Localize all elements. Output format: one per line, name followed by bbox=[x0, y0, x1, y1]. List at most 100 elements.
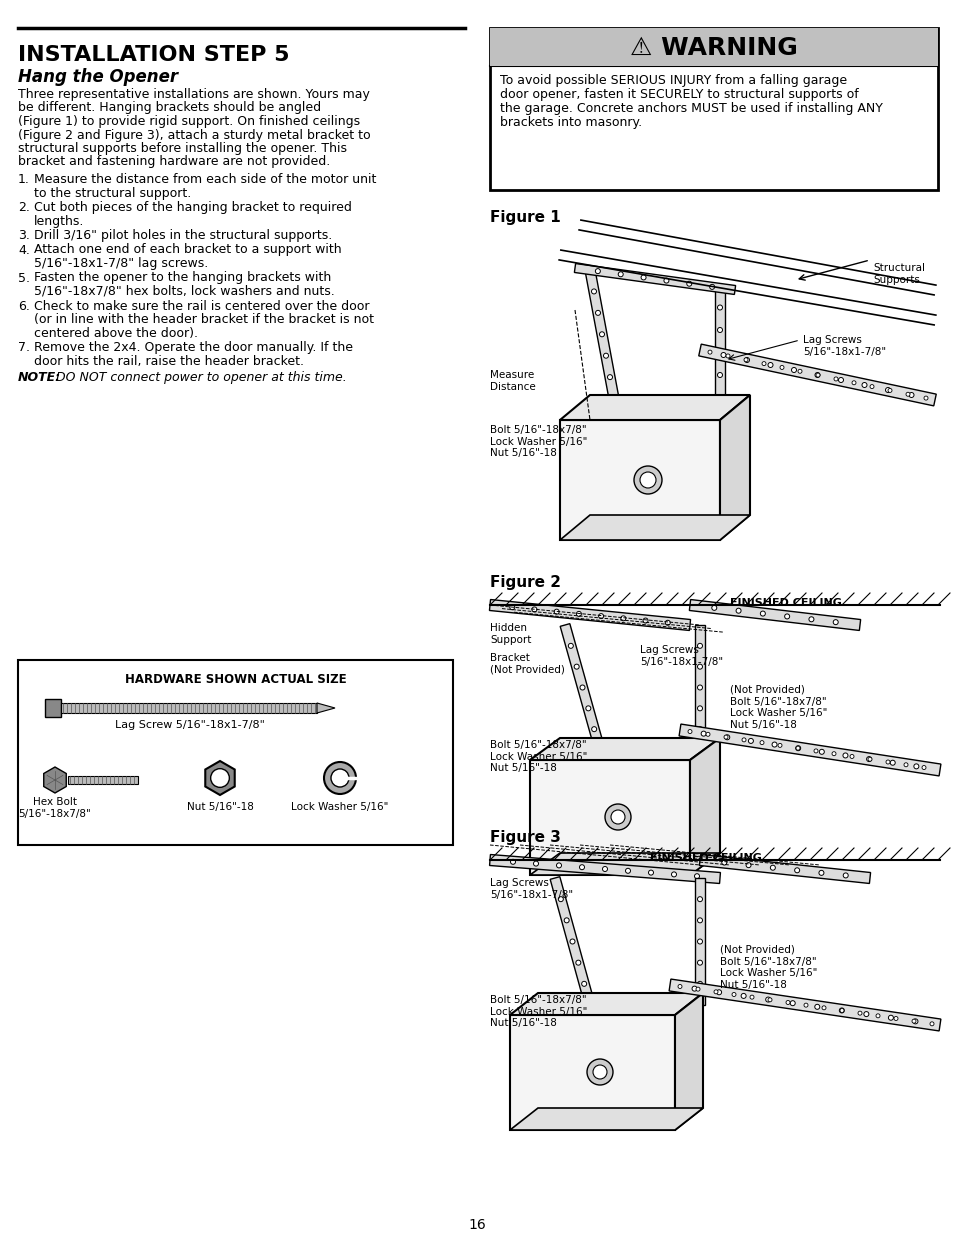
Bar bbox=[530, 760, 689, 876]
Circle shape bbox=[554, 609, 558, 614]
Polygon shape bbox=[720, 395, 749, 540]
Text: be different. Hanging brackets should be angled: be different. Hanging brackets should be… bbox=[18, 101, 321, 115]
Text: (Figure 1) to provide rigid support. On finished ceilings: (Figure 1) to provide rigid support. On … bbox=[18, 115, 359, 128]
Text: Hidden
Support: Hidden Support bbox=[490, 622, 531, 645]
Circle shape bbox=[808, 616, 813, 621]
Circle shape bbox=[620, 616, 625, 621]
Circle shape bbox=[724, 735, 729, 740]
Polygon shape bbox=[675, 993, 702, 1130]
Circle shape bbox=[697, 960, 701, 966]
Circle shape bbox=[576, 611, 580, 616]
Circle shape bbox=[533, 861, 537, 866]
Polygon shape bbox=[205, 761, 234, 795]
Text: NOTE:: NOTE: bbox=[18, 370, 61, 384]
Text: door opener, fasten it SECURELY to structural supports of: door opener, fasten it SECURELY to struc… bbox=[499, 88, 858, 101]
Circle shape bbox=[696, 987, 700, 992]
Circle shape bbox=[697, 918, 701, 923]
Circle shape bbox=[625, 868, 630, 873]
Text: Cut both pieces of the hanging bracket to required: Cut both pieces of the hanging bracket t… bbox=[34, 201, 352, 214]
Bar bbox=[45, 699, 61, 718]
Polygon shape bbox=[689, 739, 720, 876]
Text: to the structural support.: to the structural support. bbox=[34, 186, 191, 200]
Polygon shape bbox=[316, 703, 335, 713]
Circle shape bbox=[579, 685, 584, 690]
Text: (Figure 2 and Figure 3), attach a sturdy metal bracket to: (Figure 2 and Figure 3), attach a sturdy… bbox=[18, 128, 370, 142]
Circle shape bbox=[634, 466, 661, 494]
Circle shape bbox=[532, 606, 537, 613]
Polygon shape bbox=[695, 625, 704, 750]
Circle shape bbox=[839, 1008, 843, 1013]
Circle shape bbox=[556, 863, 561, 868]
Text: 3.: 3. bbox=[18, 228, 30, 242]
Circle shape bbox=[603, 353, 608, 358]
Text: 6.: 6. bbox=[18, 300, 30, 312]
Text: ⚠ WARNING: ⚠ WARNING bbox=[629, 36, 797, 61]
Text: Nut 5/16"-18: Nut 5/16"-18 bbox=[187, 802, 253, 811]
Circle shape bbox=[747, 739, 753, 743]
Circle shape bbox=[211, 768, 229, 788]
Polygon shape bbox=[489, 855, 720, 883]
Circle shape bbox=[780, 366, 783, 369]
Text: door hits the rail, raise the header bracket.: door hits the rail, raise the header bra… bbox=[34, 354, 304, 368]
Text: Remove the 2x4. Operate the door manually. If the: Remove the 2x4. Operate the door manuall… bbox=[34, 341, 353, 354]
Circle shape bbox=[591, 289, 596, 294]
Circle shape bbox=[687, 730, 691, 734]
Circle shape bbox=[889, 761, 894, 766]
Circle shape bbox=[842, 753, 847, 758]
Polygon shape bbox=[530, 739, 720, 760]
Polygon shape bbox=[510, 1108, 702, 1130]
Text: centered above the door).: centered above the door). bbox=[34, 326, 198, 340]
Bar bbox=[559, 420, 720, 540]
Text: 16: 16 bbox=[468, 1218, 485, 1233]
Circle shape bbox=[639, 472, 656, 488]
Circle shape bbox=[640, 275, 645, 280]
Bar bbox=[510, 1015, 675, 1130]
Circle shape bbox=[838, 378, 842, 383]
Text: Drill 3/16" pilot holes in the structural supports.: Drill 3/16" pilot holes in the structura… bbox=[34, 228, 332, 242]
Circle shape bbox=[569, 939, 575, 944]
Text: 5.: 5. bbox=[18, 272, 30, 284]
Text: 2.: 2. bbox=[18, 201, 30, 214]
Circle shape bbox=[865, 757, 871, 762]
Circle shape bbox=[700, 731, 705, 736]
Bar bbox=[68, 776, 138, 784]
Circle shape bbox=[794, 868, 799, 873]
Circle shape bbox=[849, 755, 853, 758]
Circle shape bbox=[717, 373, 721, 378]
Circle shape bbox=[767, 998, 771, 1002]
Circle shape bbox=[576, 960, 580, 966]
Polygon shape bbox=[559, 515, 749, 540]
Circle shape bbox=[887, 1015, 892, 1020]
Circle shape bbox=[678, 984, 681, 988]
Circle shape bbox=[783, 614, 789, 619]
Text: brackets into masonry.: brackets into masonry. bbox=[499, 116, 641, 128]
Text: Lag Screws
5/16"-18x1-7/8": Lag Screws 5/16"-18x1-7/8" bbox=[490, 878, 573, 899]
Circle shape bbox=[923, 396, 927, 400]
Circle shape bbox=[760, 611, 764, 616]
Circle shape bbox=[586, 1058, 613, 1086]
Circle shape bbox=[803, 1003, 807, 1008]
Text: the garage. Concrete anchors MUST be used if installing ANY: the garage. Concrete anchors MUST be use… bbox=[499, 103, 882, 115]
Circle shape bbox=[912, 1019, 917, 1024]
Text: To avoid possible SERIOUS INJURY from a falling garage: To avoid possible SERIOUS INJURY from a … bbox=[499, 74, 846, 86]
Circle shape bbox=[921, 766, 925, 769]
Circle shape bbox=[913, 764, 918, 769]
Circle shape bbox=[903, 763, 907, 767]
Text: FINISHED CEILING: FINISHED CEILING bbox=[649, 853, 761, 863]
Text: DO NOT connect power to opener at this time.: DO NOT connect power to opener at this t… bbox=[52, 370, 346, 384]
Text: 4.: 4. bbox=[18, 243, 30, 257]
Circle shape bbox=[697, 897, 701, 902]
Circle shape bbox=[819, 750, 823, 755]
Circle shape bbox=[595, 310, 599, 315]
Text: INSTALLATION STEP 5: INSTALLATION STEP 5 bbox=[18, 44, 289, 65]
Circle shape bbox=[795, 746, 800, 750]
Polygon shape bbox=[44, 767, 66, 793]
Circle shape bbox=[908, 393, 913, 398]
Circle shape bbox=[663, 278, 668, 283]
Circle shape bbox=[716, 989, 720, 994]
Circle shape bbox=[720, 352, 725, 357]
Circle shape bbox=[821, 1005, 825, 1010]
Circle shape bbox=[929, 1021, 933, 1026]
Circle shape bbox=[593, 1065, 606, 1079]
Polygon shape bbox=[679, 724, 940, 776]
